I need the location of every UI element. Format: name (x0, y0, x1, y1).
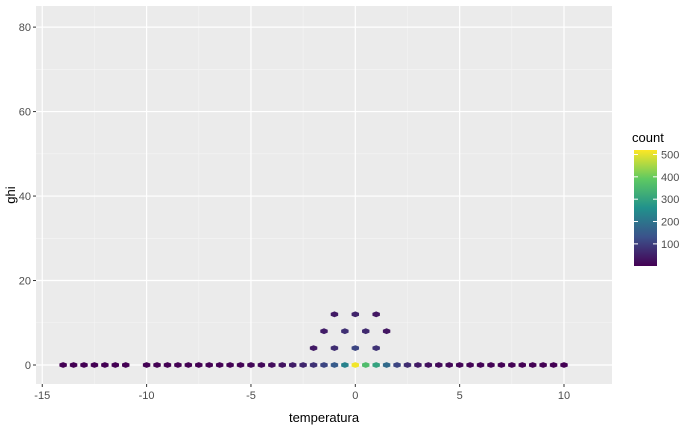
hex-bin (309, 345, 318, 351)
hex-bin (257, 362, 266, 368)
legend-tick-label: 100 (661, 239, 679, 251)
hex-bin (424, 362, 433, 368)
hex-bin (174, 362, 182, 368)
color-legend: count 100 200 300 400 500 (632, 130, 679, 266)
legend-title: count (632, 130, 664, 145)
hex-bin (80, 362, 88, 368)
gridlines (36, 6, 612, 384)
hex-bin (205, 362, 213, 368)
hex-bin (215, 362, 224, 368)
hex-bin (309, 362, 318, 368)
hex-bin (487, 362, 495, 368)
legend-ticks: 100 200 300 400 500 (634, 149, 679, 251)
hex-bin (142, 362, 151, 368)
hex-bin (528, 362, 537, 368)
hex-bin (466, 362, 474, 368)
hex-bin (476, 362, 485, 368)
hex-bin (362, 328, 370, 335)
legend-tick-label: 200 (661, 217, 679, 229)
x-axis-title: temperatura (289, 410, 360, 425)
hex-bin (372, 345, 380, 351)
hex-bin (268, 362, 276, 368)
hex-bin (445, 362, 453, 368)
hex-bin (560, 362, 568, 368)
hex-bin (101, 362, 109, 368)
y-tick-label: 80 (19, 22, 31, 34)
hex-bin (330, 362, 339, 368)
hex-bin (299, 362, 307, 368)
hex-bin (455, 362, 464, 368)
hex-bin (518, 362, 526, 368)
panel-background (36, 6, 612, 384)
y-tick-label: 40 (19, 191, 31, 203)
hex-bin (508, 362, 516, 368)
hex-bin (69, 362, 78, 368)
hex-bin (288, 362, 297, 368)
x-tick-label: -5 (246, 390, 256, 402)
x-tick-label: -10 (139, 390, 155, 402)
hex-bin (320, 362, 328, 368)
hex-bin (226, 362, 234, 368)
hex-bin (539, 362, 547, 368)
hex-bin (236, 362, 245, 368)
y-axis-ticks: 0 20 40 60 80 (19, 22, 36, 372)
x-axis-ticks: -15 -10 -5 0 5 10 (34, 384, 570, 402)
hex-bin (247, 362, 255, 368)
hex-bin (382, 328, 391, 335)
hex-bin (351, 362, 360, 368)
hex-bin (90, 362, 99, 368)
legend-tick-label: 500 (661, 149, 679, 161)
hex-bin (351, 311, 360, 318)
hex-bin (341, 362, 349, 368)
hex-bin (163, 362, 172, 368)
hex-bin (435, 362, 443, 368)
hex-bin (403, 362, 412, 368)
hex-bin (382, 362, 391, 368)
hex-bin (111, 362, 120, 368)
hex-bin (549, 362, 558, 368)
x-tick-label: -15 (34, 390, 50, 402)
hex-bin (330, 345, 339, 351)
hex-bin (341, 328, 349, 335)
hex-bin (184, 362, 193, 368)
hex-bin (320, 328, 328, 335)
hex-bin (393, 362, 401, 368)
y-tick-label: 20 (19, 276, 31, 288)
hex-bin (362, 362, 370, 368)
y-tick-label: 0 (25, 360, 31, 372)
hex-bin (372, 311, 380, 318)
y-axis-title: ghi (3, 186, 18, 203)
hex-bin (351, 345, 360, 351)
legend-colorbar (634, 150, 657, 266)
hex-bin (372, 362, 380, 368)
hex-bin (414, 362, 422, 368)
hex-bin (122, 362, 130, 368)
hex-bin (278, 362, 286, 368)
hex-bin (59, 362, 67, 368)
hex-bins (59, 311, 568, 368)
hex-bin (330, 311, 339, 318)
hex-bin (497, 362, 506, 368)
x-tick-label: 10 (558, 390, 570, 402)
legend-tick-label: 400 (661, 172, 679, 184)
hex-bin (195, 362, 203, 368)
y-tick-label: 60 (19, 107, 31, 119)
x-tick-label: 0 (352, 390, 358, 402)
legend-tick-label: 300 (661, 194, 679, 206)
x-tick-label: 5 (457, 390, 463, 402)
hex-bin (153, 362, 161, 368)
